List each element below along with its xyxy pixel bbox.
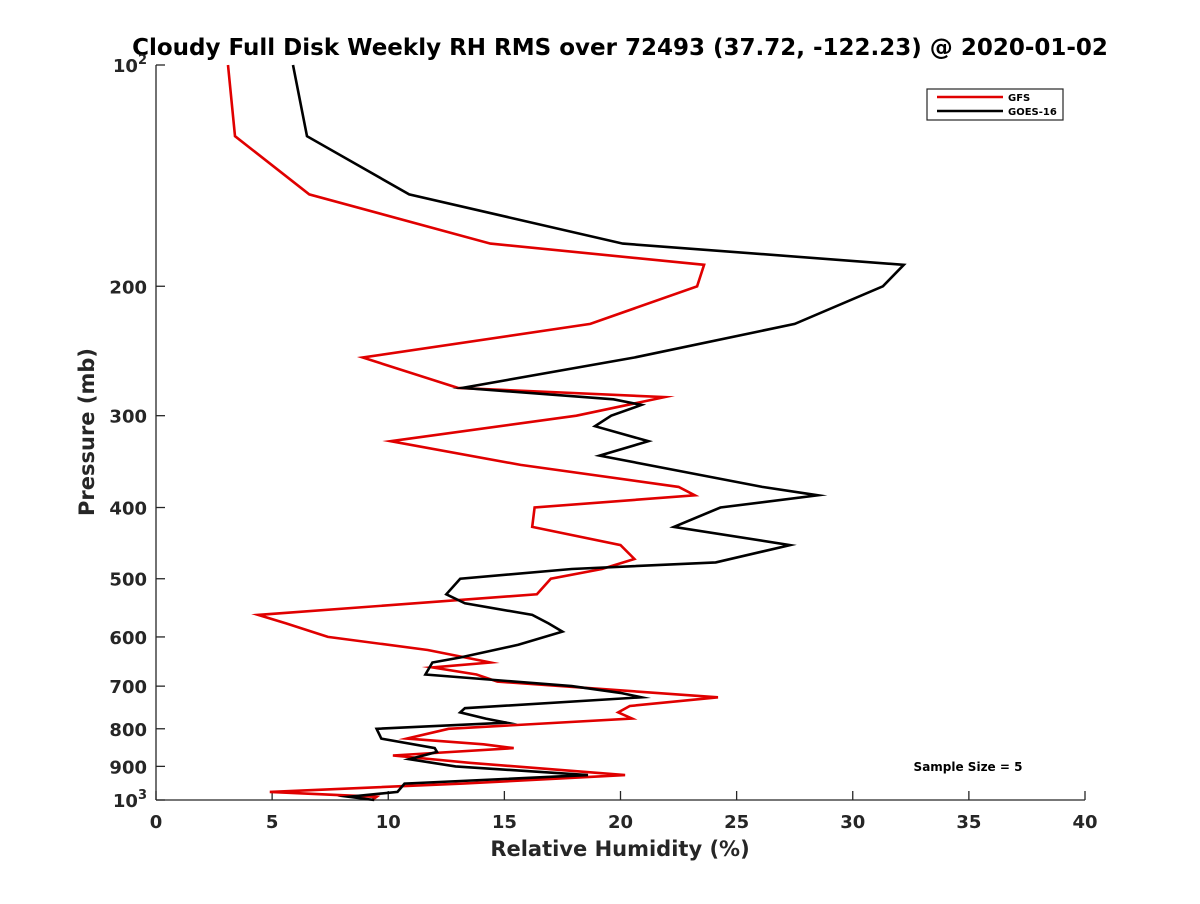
axes: 0 5 10 15 20 25 30 35 40 102 200 300 400 500 600 700 800… <box>109 53 1097 833</box>
y-tick-label: 700 <box>109 677 147 698</box>
x-axis-label: Relative Humidity (%) <box>490 837 749 861</box>
x-tick-label: 35 <box>956 812 981 833</box>
y-tick-label: 400 <box>109 499 147 520</box>
series-line-gfs <box>226 64 719 802</box>
y-tick-label: 500 <box>109 570 147 591</box>
y-tick-label: 900 <box>109 757 147 778</box>
x-tick-label: 15 <box>492 812 517 833</box>
y-axis-label: Pressure (mb) <box>75 348 99 516</box>
y-tick-label: 300 <box>109 407 147 428</box>
x-tick-label: 40 <box>1072 812 1097 833</box>
sample-size-annotation: Sample Size = 5 <box>914 760 1023 774</box>
legend-label-goes16: GOES-16 <box>1008 107 1057 118</box>
y-tick-label: 800 <box>109 720 147 741</box>
series-lines <box>226 64 907 802</box>
x-tick-label: 10 <box>376 812 401 833</box>
y-tick-label: 600 <box>109 628 147 649</box>
x-tick-label: 20 <box>608 812 633 833</box>
y-tick-label: 200 <box>109 277 147 298</box>
x-tick-label: 30 <box>840 812 865 833</box>
y-tick-label: 102 <box>113 53 147 77</box>
x-tick-label: 25 <box>724 812 749 833</box>
y-tick-label: 103 <box>113 788 147 812</box>
chart-title: Cloudy Full Disk Weekly RH RMS over 7249… <box>132 35 1108 61</box>
x-tick-label: 5 <box>266 812 279 833</box>
legend-box <box>926 88 1064 121</box>
series-line-goes16 <box>291 64 907 802</box>
legend-label-gfs: GFS <box>1008 93 1030 104</box>
x-tick-label: 0 <box>150 812 163 833</box>
legend: GFS GOES-16 <box>926 88 1064 121</box>
